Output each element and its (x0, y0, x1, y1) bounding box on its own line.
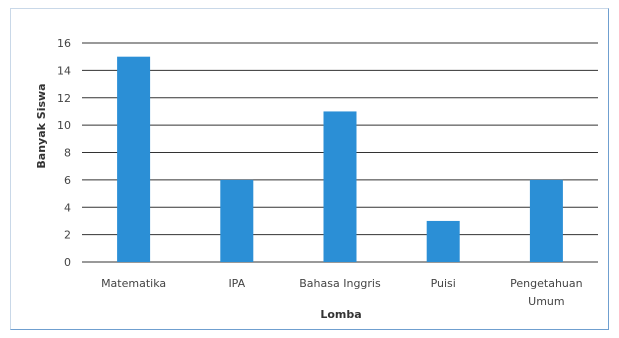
y-tick-label: 14 (57, 64, 71, 77)
bar (426, 220, 460, 262)
x-axis-title: Lomba (320, 308, 361, 321)
y-tick-label: 12 (57, 92, 71, 105)
x-tick-label-line: Bahasa Inggris (299, 277, 381, 290)
x-tick-label: IPA (228, 277, 245, 290)
x-tick-label-line: Puisi (431, 277, 456, 290)
x-tick-label-line: Umum (528, 295, 564, 308)
y-tick-label: 6 (64, 174, 71, 187)
x-tick-label-line: IPA (228, 277, 245, 290)
y-tick-label: 8 (64, 147, 71, 160)
y-tick-labels: 0 2 4 6 8 10 12 14 16 (57, 37, 71, 269)
bar (220, 179, 254, 262)
bar (529, 179, 563, 262)
bar (323, 111, 357, 262)
x-tick-label-line: Matematika (101, 277, 166, 290)
bar (117, 56, 151, 262)
x-tick-label: Puisi (431, 277, 456, 290)
x-tick-label-line: Pengetahuan (510, 277, 582, 290)
y-tick-label: 2 (64, 229, 71, 242)
x-tick-label: Pengetahuan Umum (510, 277, 582, 308)
y-axis-title: Banyak Siswa (35, 83, 48, 168)
x-tick-labels: Matematika IPA Bahasa Inggris Puisi Pengetah… (101, 277, 583, 308)
x-tick-label: Matematika (101, 277, 166, 290)
y-tick-label: 0 (64, 256, 71, 269)
y-tick-label: 4 (64, 201, 71, 214)
x-tick-label: Bahasa Inggris (299, 277, 381, 290)
bars (117, 56, 563, 262)
chart-frame (10, 8, 609, 330)
y-tick-label: 16 (57, 37, 71, 50)
y-tick-label: 10 (57, 119, 71, 132)
